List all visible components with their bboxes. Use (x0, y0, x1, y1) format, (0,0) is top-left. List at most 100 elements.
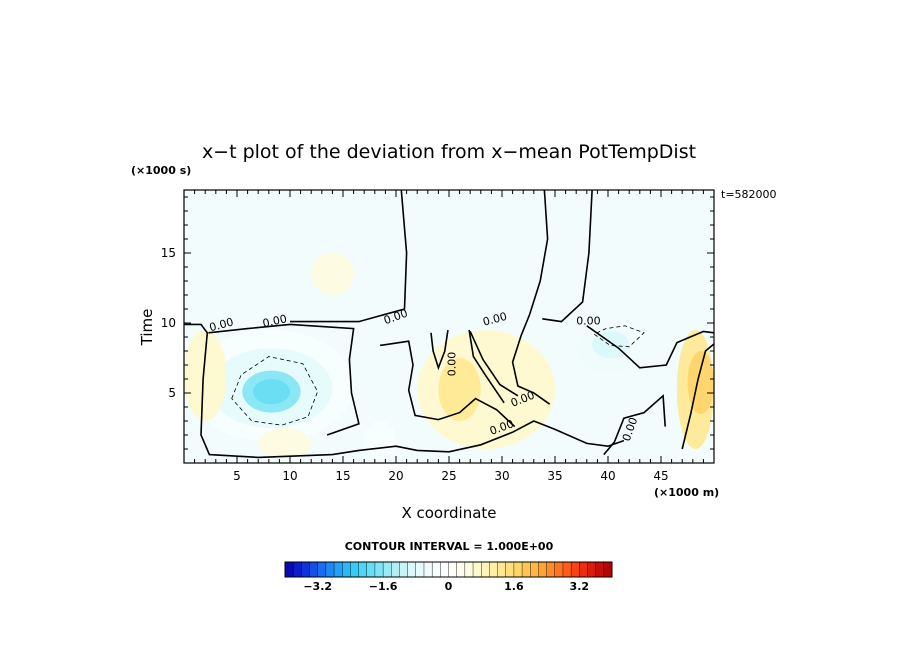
colorbar-swatch (350, 561, 360, 578)
colorbar-swatch (301, 561, 311, 578)
x-tick-label: 5 (233, 469, 241, 483)
x-tick-label: 10 (282, 469, 297, 483)
colorbar-swatch (431, 561, 441, 578)
colorbar-swatch (513, 561, 523, 578)
contour-negative-line (231, 356, 319, 426)
y-axis-label: Time (138, 309, 156, 347)
colorbar-swatch (374, 561, 384, 578)
anomaly-cell (687, 351, 714, 414)
colorbar-swatch (554, 561, 564, 578)
colorbar-swatch (579, 561, 588, 578)
contour-zero-line (681, 343, 715, 450)
colorbar-swatch (309, 561, 319, 578)
colorbar-swatch (472, 561, 482, 578)
colorbar-swatch (423, 561, 433, 578)
colorbar-swatch (603, 561, 613, 578)
x-tick-label: 20 (388, 469, 403, 483)
colorbar-swatch (366, 561, 376, 578)
anomaly-cell (438, 358, 481, 421)
contour-zero-line (542, 189, 593, 323)
colorbar-swatch (481, 561, 490, 578)
colorbar-tick-label: −1.6 (369, 580, 398, 593)
contour-label: 0.00 (481, 310, 508, 329)
anomaly-cell (258, 428, 312, 459)
y-tick-label: 10 (161, 316, 176, 330)
contour-zero-line (468, 329, 505, 404)
colorbar-swatch (562, 561, 572, 578)
colorbar-swatch (538, 561, 548, 578)
colorbar-swatch (521, 561, 531, 578)
colorbar-swatch (292, 561, 302, 578)
anomaly-cell (592, 331, 630, 359)
colorbar-swatch (440, 561, 450, 578)
colorbar-swatch (464, 561, 474, 578)
colorbar-swatch (391, 561, 400, 578)
anomaly-cell (252, 379, 290, 405)
contour-zero-line (208, 323, 360, 436)
y-unit-label: (×1000 s) (131, 164, 191, 177)
contour-zero-line (586, 325, 715, 369)
x-tick-label: 35 (547, 469, 562, 483)
contour-label: 0.00 (208, 315, 235, 334)
x-tick-label: 15 (335, 469, 350, 483)
anomaly-cell (417, 330, 555, 449)
colorbar-tick-label: 0 (445, 580, 453, 593)
x-tick-label: 40 (600, 469, 615, 483)
contour-zero-line (469, 331, 519, 397)
colorbar: −3.2 −1.6 0 1.6 3.2 (284, 561, 613, 593)
colorbar-tick-label: 1.6 (504, 580, 524, 593)
colorbar-swatch (497, 561, 507, 578)
colorbar-swatch (317, 561, 327, 578)
contour-label: 0.00 (445, 352, 458, 377)
colorbar-frame (284, 561, 613, 578)
colorbar-tick-label: −3.2 (303, 580, 332, 593)
colorbar-swatch (342, 561, 351, 578)
x-tick-label: 30 (494, 469, 509, 483)
time-stamp: t=582000 (721, 188, 777, 201)
x-axis: 5 10 15 20 25 30 35 40 45 (194, 190, 704, 483)
contour-zero-line (511, 189, 551, 405)
colorbar-swatch (546, 561, 556, 578)
contour-lines (184, 189, 715, 459)
contour-negative-line (593, 325, 645, 348)
colorbar-swatch (382, 561, 392, 578)
anomaly-cell (311, 253, 354, 295)
colorbar-swatch (489, 561, 499, 578)
plot-area: 0.00 0.00 0.00 0.00 0.000.000.00 0.000.00 5 10… (161, 189, 715, 483)
contour-zero-line (184, 323, 625, 459)
colorbar-swatch (399, 561, 409, 578)
contour-zero-line (379, 340, 516, 428)
y-tick-label: 5 (168, 386, 176, 400)
colorbar-swatch (595, 561, 605, 578)
anomaly-cell (184, 330, 227, 421)
colorbar-swatch (325, 561, 335, 578)
x-tick-label: 45 (653, 469, 668, 483)
y-axis: 5 10 15 (161, 196, 714, 450)
colorbar-swatch (407, 561, 417, 578)
field-fills (184, 253, 714, 459)
contour-zero-line (430, 329, 449, 371)
x-axis-label: X coordinate (401, 504, 496, 522)
contour-label: 0.00 (261, 312, 288, 330)
colorbar-swatch (284, 561, 294, 578)
contour-interval-label: CONTOUR INTERVAL = 1.000E+00 (345, 540, 554, 553)
contour-zero-line (290, 189, 408, 323)
y-tick-label: 15 (161, 246, 176, 260)
colorbar-swatch (587, 561, 597, 578)
colorbar-swatch (358, 561, 368, 578)
colorbar-tick-label: 3.2 (570, 580, 590, 593)
x-tick-label: 25 (441, 469, 456, 483)
colorbar-swatch (448, 561, 458, 578)
chart-title: x−t plot of the deviation from x−mean Po… (202, 141, 696, 163)
contour-label: 0.00 (576, 314, 601, 327)
colorbar-swatch (570, 561, 580, 578)
contour-zero-line (603, 394, 666, 456)
colorbar-swatch (333, 561, 343, 578)
colorbar-swatch (415, 561, 425, 578)
x-unit-label: (×1000 m) (654, 486, 719, 499)
colorbar-swatch (530, 561, 539, 578)
colorbar-swatch (505, 561, 515, 578)
colorbar-swatch (456, 561, 466, 578)
anomaly-cell (364, 421, 396, 459)
